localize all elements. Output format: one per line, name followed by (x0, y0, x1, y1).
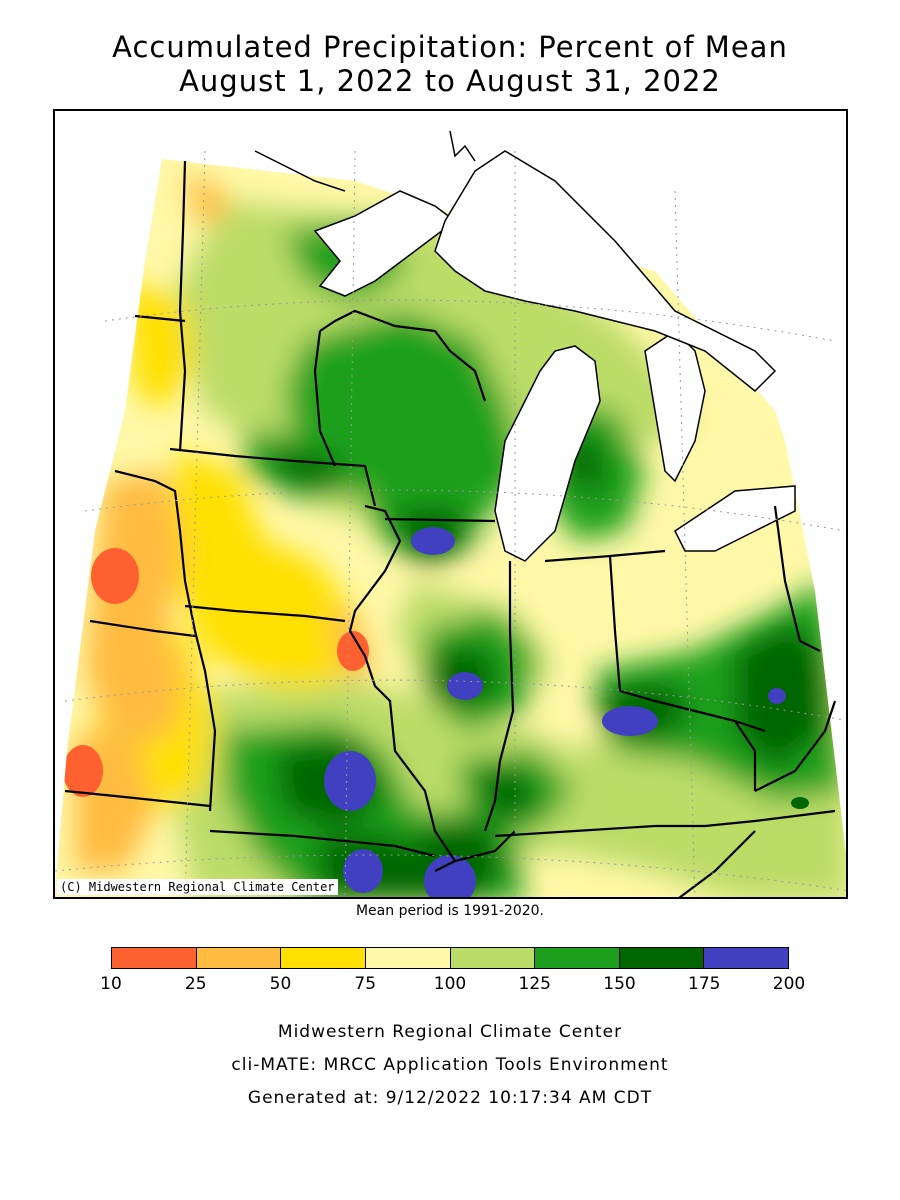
legend-tick-label: 100 (433, 974, 467, 994)
state-boundaries (64, 160, 837, 897)
legend-swatch-25-50 (196, 948, 282, 968)
legend-swatch-50-75 (281, 948, 366, 968)
legend-tick-label: 10 (100, 974, 122, 994)
mean-period-note: Mean period is 1991-2020. (355, 903, 545, 919)
legend-tick-label: 175 (688, 974, 721, 994)
footer-line-3: Generated at: 9/12/2022 10:17:34 AM CDT (247, 1088, 653, 1108)
legend-tick-label: 200 (772, 974, 806, 994)
map-credit: (C) Midwestern Regional Climate Center (57, 879, 338, 895)
footer-line-2: cli-MATE: MRCC Application Tools Environ… (231, 1055, 669, 1075)
legend-swatch-100-125 (450, 948, 536, 968)
title-line-2: August 1, 2022 to August 31, 2022 (179, 64, 721, 98)
precipitation-map: (C) Midwestern Regional Climate Center (53, 109, 848, 899)
legend-tick-label: 125 (518, 974, 551, 994)
footer-line-1: Midwestern Regional Climate Center (277, 1022, 623, 1042)
map-graphic (55, 130, 846, 897)
color-legend (111, 947, 789, 969)
legend-swatch-125-150 (535, 948, 620, 968)
legend-swatch-75-100 (365, 948, 451, 968)
lat-lon-grid (55, 150, 846, 897)
legend-tick-label: 150 (603, 974, 636, 994)
legend-swatch-150-175 (619, 948, 705, 968)
legend-swatch-10-25 (112, 948, 197, 968)
great-lakes (313, 150, 796, 562)
legend-tick-label: 50 (269, 974, 292, 994)
coastline-details (254, 130, 476, 192)
legend-tick-label: 25 (184, 974, 207, 994)
legend-swatch-175-200 (704, 948, 788, 968)
legend-tick-label: 75 (354, 974, 377, 994)
title-line-1: Accumulated Precipitation: Percent of Me… (112, 30, 788, 64)
